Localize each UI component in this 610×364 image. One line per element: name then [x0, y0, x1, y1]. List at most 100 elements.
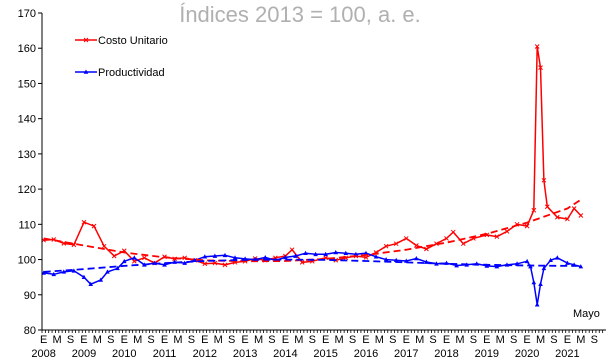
data-point-marker — [131, 258, 137, 264]
x-month-label: E — [362, 334, 369, 346]
x-month-label: M — [415, 334, 424, 346]
x-month-label: M — [214, 334, 223, 346]
x-year-label: 2008 — [31, 348, 55, 360]
y-tick-label: 140 — [18, 114, 36, 126]
data-point-marker — [373, 254, 379, 259]
data-point-marker — [531, 279, 537, 285]
data-point-marker — [192, 257, 198, 263]
y-tick-label: 100 — [18, 255, 36, 267]
data-point-marker — [450, 229, 456, 235]
x-month-label: E — [40, 334, 47, 346]
data-point-marker — [222, 262, 228, 268]
data-point-marker — [71, 268, 77, 273]
legend-marker — [83, 37, 89, 43]
data-point-marker — [538, 65, 543, 70]
data-point-marker — [212, 260, 218, 266]
data-point-marker — [115, 265, 120, 271]
data-point-marker — [202, 254, 208, 259]
y-tick-label: 130 — [18, 149, 36, 161]
x-month-label: M — [335, 334, 344, 346]
x-month-label: S — [107, 334, 114, 346]
data-point-marker — [91, 223, 97, 229]
x-month-label: M — [53, 334, 62, 346]
data-point-marker — [424, 259, 429, 264]
x-month-label: E — [121, 334, 128, 346]
data-point-marker — [293, 253, 298, 258]
x-month-label: M — [576, 334, 585, 346]
data-point-marker — [71, 242, 77, 248]
x-month-label: E — [80, 334, 87, 346]
data-point-marker — [303, 250, 308, 256]
data-point-marker — [343, 250, 349, 256]
data-point-marker — [105, 269, 110, 274]
data-point-marker — [323, 251, 328, 257]
data-point-marker — [534, 44, 540, 49]
series-line-2 — [43, 198, 582, 263]
data-point-marker — [578, 264, 584, 269]
data-point-marker — [494, 264, 500, 269]
annotation-mayo: Mayo — [573, 308, 600, 320]
x-month-label: E — [282, 334, 289, 346]
data-point-marker — [424, 246, 429, 252]
data-point-marker — [51, 271, 57, 277]
data-point-marker — [444, 236, 449, 241]
data-point-marker — [531, 207, 537, 213]
x-month-label: S — [591, 334, 598, 346]
x-year-label: 2018 — [434, 348, 458, 360]
data-point-marker — [524, 258, 530, 264]
series-line-0 — [43, 46, 582, 266]
data-point-marker — [232, 255, 238, 260]
y-tick-label: 170 — [18, 8, 36, 20]
data-point-marker — [88, 281, 93, 287]
data-point-marker — [262, 254, 268, 260]
x-month-label: E — [523, 334, 530, 346]
x-month-label: S — [429, 334, 436, 346]
x-year-label: 2010 — [112, 348, 136, 360]
data-point-marker — [504, 229, 510, 234]
x-year-label: 2019 — [475, 348, 499, 360]
x-month-label: E — [403, 334, 410, 346]
data-point-marker — [383, 257, 389, 262]
data-point-marker — [403, 236, 409, 241]
x-month-label: M — [294, 334, 303, 346]
data-point-marker — [554, 214, 560, 220]
x-month-label: S — [389, 334, 396, 346]
data-point-marker — [111, 253, 117, 259]
data-point-marker — [578, 213, 584, 218]
x-year-label: 2011 — [153, 348, 177, 360]
data-point-marker — [61, 269, 67, 274]
x-month-label: M — [536, 334, 545, 346]
data-point-marker — [101, 243, 107, 249]
x-year-label: 2015 — [313, 348, 337, 360]
data-point-marker — [524, 223, 530, 229]
data-point-marker — [541, 177, 547, 183]
data-point-marker — [555, 255, 560, 260]
data-point-marker — [434, 261, 439, 266]
data-point-marker — [383, 243, 389, 249]
data-point-marker — [222, 252, 228, 258]
chart-title: Índices 2013 = 100, a. e. — [179, 2, 421, 27]
data-point-marker — [98, 277, 104, 282]
data-point-marker — [81, 219, 87, 225]
data-point-marker — [393, 241, 399, 247]
x-month-label: S — [470, 334, 477, 346]
legend-marker — [83, 69, 89, 74]
x-month-label: S — [349, 334, 356, 346]
x-month-label: S — [268, 334, 275, 346]
x-year-label: 2020 — [515, 348, 539, 360]
data-point-marker — [61, 240, 67, 246]
data-point-marker — [565, 216, 570, 222]
x-month-label: E — [161, 334, 168, 346]
y-tick-label: 120 — [18, 184, 36, 196]
x-month-label: M — [455, 334, 464, 346]
data-point-marker — [393, 257, 399, 263]
x-year-label: 2021 — [555, 348, 579, 360]
data-point-marker — [142, 255, 147, 261]
data-point-marker — [353, 251, 359, 257]
x-year-label: 2016 — [354, 348, 378, 360]
data-point-marker — [571, 206, 577, 211]
x-month-label: S — [550, 334, 557, 346]
x-month-label: E — [241, 334, 248, 346]
x-month-label: S — [228, 334, 235, 346]
x-month-label: S — [309, 334, 316, 346]
